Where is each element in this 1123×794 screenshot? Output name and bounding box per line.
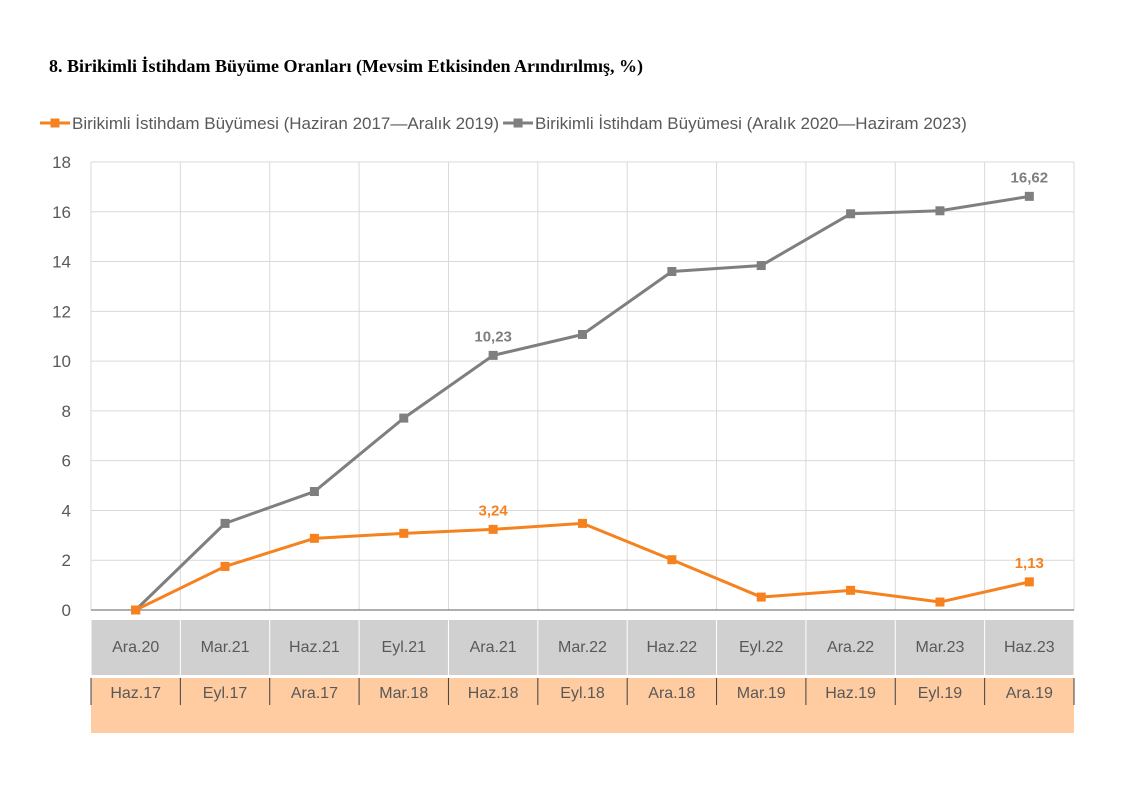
x-tick-label-top: Haz.21 (289, 639, 340, 656)
x-tick-label-top: Haz.23 (1004, 639, 1055, 656)
gridlines: 0 2 4 6 8 10 12 14 16 18 (52, 153, 1075, 620)
data-point (756, 261, 766, 271)
data-point (667, 267, 677, 277)
x-tick-label-top: Ara.20 (112, 639, 159, 656)
x-tick-label-bottom: Mar.18 (379, 685, 428, 702)
x-tick-label-bottom: Haz.19 (825, 685, 876, 702)
data-point (935, 597, 945, 607)
x-tick-label-top: Mar.21 (201, 639, 250, 656)
legend-marker (513, 118, 523, 128)
legend-label: Birikimli İstihdam Büyümesi (Haziran 201… (72, 114, 499, 133)
data-point (756, 592, 766, 602)
data-point (131, 605, 141, 615)
x-tick-label-top: Eyl.21 (382, 639, 427, 656)
x-tick-label-bottom: Haz.18 (468, 685, 519, 702)
bottom-category-band (91, 678, 1074, 733)
y-tick-label: 8 (62, 402, 71, 421)
category-bands: Ara.20 Mar.21 Haz.21 Eyl.21 Ara.21 Mar.22 Haz.… (90, 620, 1075, 733)
data-point (1024, 577, 1034, 587)
x-tick-label-bottom: Eyl.19 (918, 685, 963, 702)
data-point (578, 518, 587, 528)
legend-item: Birikimli İstihdam Büyümesi (Haziran 201… (40, 114, 499, 133)
legend-label: Birikimli İstihdam Büyümesi (Aralık 2020… (535, 114, 967, 133)
data-point (667, 555, 677, 565)
x-tick-label-top: Haz.22 (647, 639, 698, 656)
x-tick-label-bottom: Eyl.17 (203, 685, 248, 702)
data-point (488, 350, 498, 360)
data-label: 10,23 (474, 328, 512, 345)
chart-title: 8. Birikimli İstihdam Büyüme Oranları (M… (49, 56, 644, 76)
data-point (578, 329, 587, 339)
x-tick-label-top: Ara.21 (470, 639, 517, 656)
data-point (309, 533, 319, 543)
data-point (220, 561, 230, 571)
x-tick-label-bottom: Haz.17 (110, 685, 161, 702)
y-tick-label: 0 (62, 601, 71, 620)
y-tick-label: 16 (52, 203, 71, 222)
x-tick-label-bottom: Eyl.18 (560, 685, 605, 702)
series-gray: 10,23 16,62 (131, 169, 1049, 615)
data-point (309, 487, 319, 497)
y-tick-label: 12 (52, 302, 71, 321)
data-point (846, 209, 856, 219)
x-tick-label-top: Ara.22 (827, 639, 874, 656)
series-orange: 3,24 1,13 (131, 502, 1044, 615)
x-tick-label-bottom: Ara.18 (648, 685, 695, 702)
x-tick-label-top: Mar.23 (915, 639, 964, 656)
series-group: 10,23 16,62 3,24 1,13 (131, 169, 1049, 615)
data-point (399, 413, 409, 423)
y-tick-label: 14 (52, 253, 71, 272)
data-point (1024, 191, 1034, 201)
data-label: 3,24 (479, 502, 509, 519)
data-point (399, 528, 409, 538)
legend-item: Birikimli İstihdam Büyümesi (Aralık 2020… (503, 114, 967, 133)
legend: Birikimli İstihdam Büyümesi (Haziran 201… (40, 114, 967, 133)
y-tick-label: 6 (62, 452, 71, 471)
x-tick-label-bottom: Ara.19 (1006, 685, 1053, 702)
data-point (846, 585, 856, 595)
data-point (488, 524, 498, 534)
x-tick-label-top: Eyl.22 (739, 639, 784, 656)
x-tick-label-bottom: Mar.19 (737, 685, 786, 702)
x-tick-label-bottom: Ara.17 (291, 685, 338, 702)
data-point (220, 518, 230, 528)
top-category-band (91, 620, 1074, 675)
y-tick-label: 18 (52, 153, 71, 172)
y-tick-label: 10 (52, 352, 71, 371)
data-label: 16,62 (1011, 169, 1049, 186)
data-label: 1,13 (1015, 555, 1044, 572)
x-tick-label-top: Mar.22 (558, 639, 607, 656)
data-point (935, 206, 945, 216)
legend-marker (50, 118, 60, 128)
y-tick-label: 4 (62, 501, 71, 520)
y-tick-label: 2 (62, 551, 71, 570)
